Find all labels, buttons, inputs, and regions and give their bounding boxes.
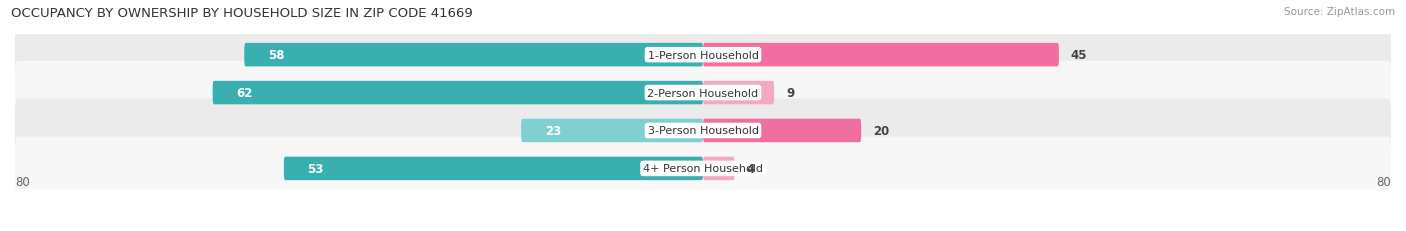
- Text: 4: 4: [747, 162, 755, 175]
- Text: OCCUPANCY BY OWNERSHIP BY HOUSEHOLD SIZE IN ZIP CODE 41669: OCCUPANCY BY OWNERSHIP BY HOUSEHOLD SIZE…: [11, 7, 472, 20]
- Text: 45: 45: [1071, 49, 1087, 62]
- FancyBboxPatch shape: [15, 62, 1391, 125]
- Text: 58: 58: [269, 49, 284, 62]
- Text: 80: 80: [15, 175, 30, 188]
- FancyBboxPatch shape: [522, 119, 703, 143]
- Text: 23: 23: [546, 125, 561, 137]
- FancyBboxPatch shape: [212, 82, 703, 105]
- Text: 4+ Person Household: 4+ Person Household: [643, 164, 763, 174]
- Text: 2-Person Household: 2-Person Household: [647, 88, 759, 98]
- FancyBboxPatch shape: [703, 157, 734, 180]
- FancyBboxPatch shape: [15, 99, 1391, 162]
- FancyBboxPatch shape: [703, 119, 860, 143]
- FancyBboxPatch shape: [15, 24, 1391, 87]
- FancyBboxPatch shape: [703, 82, 775, 105]
- FancyBboxPatch shape: [284, 157, 703, 180]
- Text: 1-Person Household: 1-Person Household: [648, 50, 758, 60]
- Text: 62: 62: [236, 87, 253, 100]
- Text: 20: 20: [873, 125, 889, 137]
- Text: 9: 9: [786, 87, 794, 100]
- FancyBboxPatch shape: [245, 44, 703, 67]
- Text: 3-Person Household: 3-Person Household: [648, 126, 758, 136]
- Text: 80: 80: [1376, 175, 1391, 188]
- Text: Source: ZipAtlas.com: Source: ZipAtlas.com: [1284, 7, 1395, 17]
- Text: 53: 53: [308, 162, 323, 175]
- FancyBboxPatch shape: [703, 44, 1059, 67]
- FancyBboxPatch shape: [15, 137, 1391, 200]
